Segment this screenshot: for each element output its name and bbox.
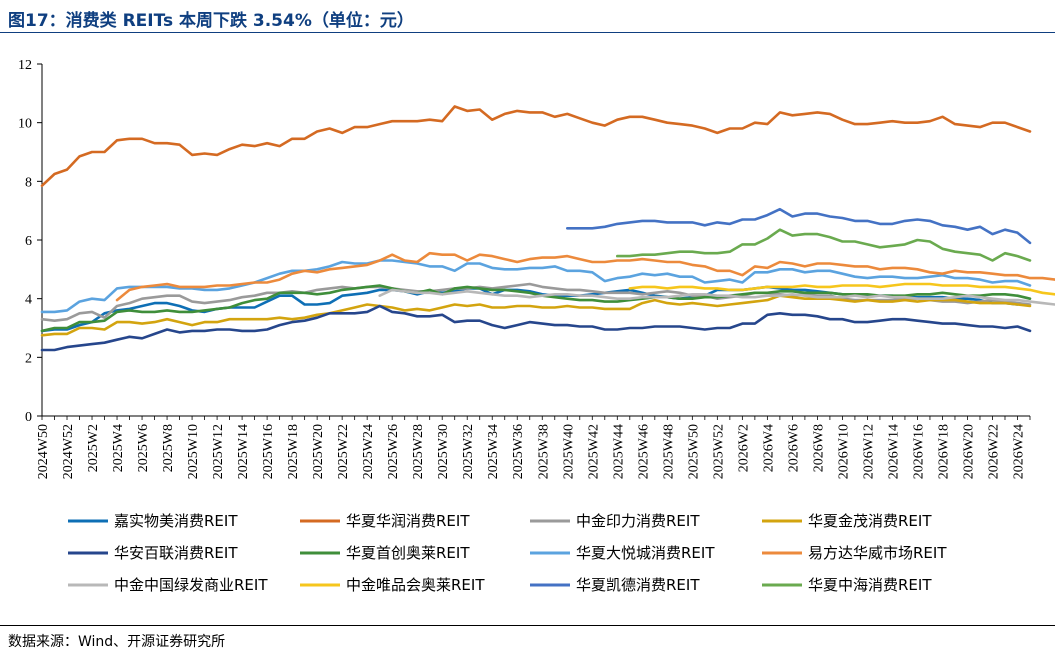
x-tick-label: 2025W44: [611, 424, 626, 479]
x-tick-label: 2026W4: [761, 424, 776, 472]
x-tick-label: 2025W4: [111, 424, 126, 472]
x-tick-label: 2026W20: [961, 424, 976, 479]
x-tick-label: 2026W6: [786, 424, 801, 472]
legend-label: 中金唯品会奥莱REIT: [346, 576, 485, 594]
x-tick-label: 2025W42: [586, 424, 601, 479]
legend-item-7: 华夏大悦城消费REIT: [530, 544, 715, 562]
x-tick-label: 2025W14: [236, 424, 251, 479]
x-tick-label: 2026W22: [986, 424, 1001, 479]
series-line-12: [615, 228, 1032, 262]
x-tick-label: 2026W16: [911, 424, 926, 479]
legend-item-4: 华夏金茂消费REIT: [762, 512, 932, 530]
legend-label: 华夏华润消费REIT: [346, 512, 470, 530]
x-tick-label: 2025W38: [536, 424, 551, 479]
legend-item-5: 华安百联消费REIT: [68, 544, 238, 562]
source-note: 数据来源：Wind、开源证券研究所: [8, 634, 226, 650]
x-tick-label: 2025W2: [86, 424, 101, 472]
figure-title: 图17：消费类 REITs 本周下跌 3.54%（单位：元）: [8, 11, 414, 31]
x-tick-label: 2025W48: [661, 424, 676, 479]
x-tick-label: 2025W26: [386, 424, 401, 479]
x-tick-label: 2025W46: [636, 424, 651, 479]
x-tick-label: 2025W50: [686, 424, 701, 479]
x-tick-label: 2026W12: [861, 424, 876, 479]
x-tick-label: 2025W6: [136, 424, 151, 472]
series-line-4: [40, 294, 1032, 337]
x-tick-label: 2026W2: [736, 424, 751, 472]
legend-item-2: 华夏华润消费REIT: [300, 512, 470, 530]
source-divider: [0, 625, 1055, 626]
legend-label: 华夏大悦城消费REIT: [576, 544, 715, 562]
x-tick-label: 2025W16: [261, 424, 276, 479]
legend-item-11: 华夏凯德消费REIT: [530, 576, 700, 594]
y-tick-label: 8: [25, 175, 32, 190]
x-tick-label: 2024W52: [61, 424, 76, 479]
legend-label: 中金印力消费REIT: [576, 512, 700, 530]
legend-label: 中金中国绿发商业REIT: [114, 576, 268, 594]
y-tick-label: 6: [25, 234, 32, 249]
y-tick-label: 0: [25, 410, 32, 425]
x-tick-label: 2026W14: [886, 424, 901, 479]
legend-item-3: 中金印力消费REIT: [530, 512, 700, 530]
series-line-6: [40, 284, 1032, 333]
series-line-8: [115, 251, 1055, 302]
legend-item-6: 华夏首创奥莱REIT: [300, 544, 470, 562]
x-tick-label: 2025W52: [711, 424, 726, 479]
x-tick-label: 2025W22: [336, 424, 351, 479]
x-tick-label: 2025W28: [411, 424, 426, 479]
x-tick-label: 2024W50: [36, 424, 51, 479]
line-chart: 0 2 4 6 8 10 12 2024W50 2024W52 2025W2 2025W4 2025W…: [18, 58, 1055, 594]
legend-item-10: 中金唯品会奥莱REIT: [300, 576, 485, 594]
x-tick-label: 2025W34: [486, 424, 501, 479]
x-tick-label: 2025W24: [361, 424, 376, 479]
y-tick-label: 2: [25, 351, 32, 366]
y-tick-label: 10: [18, 117, 32, 132]
x-tick-label: 2025W30: [436, 424, 451, 479]
x-tick-label: 2025W8: [161, 424, 176, 472]
chart-series: [40, 105, 1055, 352]
legend-label: 易方达华威市场REIT: [808, 544, 947, 562]
legend-label: 华夏中海消费REIT: [808, 576, 932, 594]
x-tick-label: 2026W24: [1011, 424, 1026, 479]
series-line-10: [628, 282, 1055, 296]
legend-item-9: 中金中国绿发商业REIT: [68, 576, 268, 594]
x-tick-label: 2025W12: [211, 424, 226, 479]
legend-label: 华安百联消费REIT: [114, 544, 238, 562]
series-line-11: [565, 207, 1032, 245]
y-tick-label: 12: [18, 58, 32, 73]
chart-legend: 嘉实物美消费REIT 华夏华润消费REIT 中金印力消费REIT 华夏金茂消费REIT…: [68, 512, 947, 594]
x-tick-label: 2026W8: [811, 424, 826, 472]
series-line-2: [40, 105, 1032, 187]
x-tick-label: 2026W10: [836, 424, 851, 479]
x-tick-label: 2025W18: [286, 424, 301, 479]
x-tick-label: 2026W18: [936, 424, 951, 479]
legend-item-12: 华夏中海消费REIT: [762, 576, 932, 594]
chart-axes: 0 2 4 6 8 10 12 2024W50 2024W52 2025W2 2025W4 2025W…: [18, 58, 1031, 479]
legend-label: 华夏金茂消费REIT: [808, 512, 932, 530]
series-line-7: [40, 259, 1032, 314]
legend-label: 华夏首创奥莱REIT: [346, 544, 470, 562]
x-tick-label: 2025W36: [511, 424, 526, 479]
legend-label: 华夏凯德消费REIT: [576, 576, 700, 594]
legend-item-8: 易方达华威市场REIT: [762, 544, 947, 562]
y-tick-label: 4: [25, 293, 32, 308]
x-tick-label: 2025W10: [186, 424, 201, 479]
legend-item-1: 嘉实物美消费REIT: [68, 512, 238, 530]
x-tick-label: 2025W20: [311, 424, 326, 479]
x-tick-label: 2025W32: [461, 424, 476, 479]
title-divider: [0, 32, 1055, 33]
x-tick-label: 2025W40: [561, 424, 576, 479]
series-line-5: [40, 304, 1032, 352]
legend-label: 嘉实物美消费REIT: [114, 512, 238, 530]
series-line-9: [378, 288, 1055, 306]
